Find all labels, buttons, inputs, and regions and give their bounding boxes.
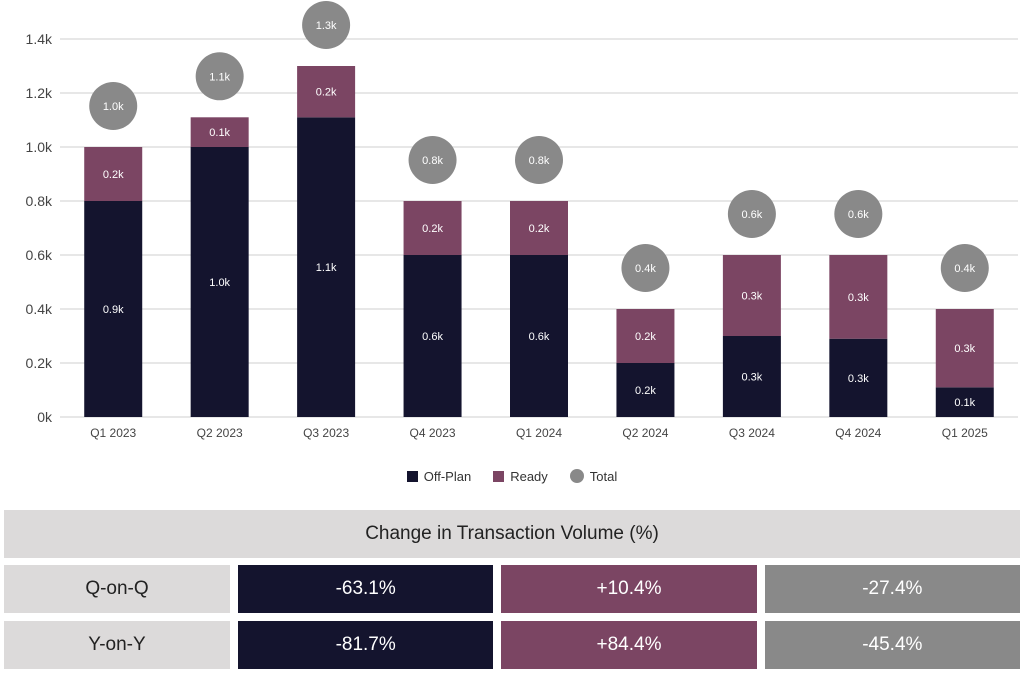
legend-label-off-plan: Off-Plan	[423, 468, 472, 484]
label-total: 0.8k	[529, 155, 550, 167]
label-ready: 0.2k	[316, 87, 337, 99]
table-row-y-on-y: Y-on-Y -81.7% +84.4% -45.4%	[4, 621, 1020, 669]
label-off-plan: 0.1k	[954, 397, 975, 409]
y-tick-label: 1.0k	[26, 139, 53, 155]
label-ready: 0.1k	[209, 127, 230, 139]
label-total: 0.4k	[635, 263, 656, 275]
bar-off-plan	[510, 255, 568, 417]
stacked-bar-chart: 0k 0.2k 0.4k 0.6k 0.8k 1.0k 1.2k 1.4k 0.9k 0.2k 1.…	[26, 1, 1018, 440]
total-bubble	[515, 136, 563, 184]
bar-ready	[190, 117, 249, 147]
y-tick-label: 0.2k	[26, 355, 53, 371]
legend-item-total: Total	[569, 468, 618, 484]
bar-ready	[510, 201, 568, 255]
x-tick-label: Q4 2024	[835, 426, 881, 440]
x-tick-label: Q4 2023	[410, 426, 456, 440]
cell-y-on-y-ready: +84.4%	[501, 621, 757, 669]
label-total: 1.0k	[103, 101, 124, 113]
legend-label-ready: Ready	[510, 468, 548, 484]
x-tick-label: Q3 2023	[303, 426, 349, 440]
label-ready: 0.2k	[422, 223, 443, 235]
bar-ready	[722, 255, 781, 336]
bar-off-plan	[616, 363, 675, 417]
bar-off-plan	[829, 338, 888, 417]
x-tick-label: Q2 2023	[197, 426, 243, 440]
bar-ready	[829, 255, 888, 339]
bar-ready	[403, 201, 462, 255]
legend-swatch-total	[569, 469, 584, 483]
cell-q-on-q-total: -27.4%	[764, 565, 1020, 613]
table-row-q-on-q: Q-on-Q -63.1% +10.4% -27.4%	[4, 565, 1020, 613]
total-bubble	[302, 1, 351, 49]
bar-off-plan	[84, 201, 143, 417]
x-tick-label: Q1 2025	[942, 426, 988, 440]
total-bubble	[89, 82, 138, 130]
y-tick-label: 0k	[37, 409, 53, 425]
label-off-plan: 0.3k	[741, 372, 762, 384]
row-label-q-on-q: Q-on-Q	[4, 565, 230, 613]
chart-legend: Off-Plan Ready Total	[0, 466, 1024, 486]
label-off-plan: 0.9k	[103, 304, 124, 316]
label-ready: 0.2k	[103, 169, 124, 181]
label-off-plan: 1.0k	[209, 277, 230, 289]
label-total: 1.3k	[316, 20, 337, 32]
label-off-plan: 0.2k	[635, 385, 656, 397]
bar-off-plan	[935, 387, 994, 417]
table-title-text: Change in Transaction Volume (%)	[365, 523, 659, 544]
cell-y-on-y-total: -45.4%	[764, 621, 1020, 669]
label-ready: 0.2k	[529, 223, 550, 235]
bar-ready	[616, 309, 675, 363]
bar-off-plan	[190, 147, 249, 417]
cell-q-on-q-ready: +10.4%	[501, 565, 757, 613]
bar-off-plan	[297, 117, 356, 418]
label-off-plan: 0.6k	[422, 331, 443, 343]
bar-ready	[297, 66, 356, 118]
total-bubble	[408, 136, 457, 184]
total-bubble	[621, 244, 670, 292]
legend-label-total: Total	[589, 468, 618, 484]
label-total: 0.6k	[848, 209, 869, 221]
y-tick-label: 0.6k	[26, 247, 53, 263]
label-off-plan: 0.3k	[848, 373, 869, 385]
legend-item-off-plan: Off-Plan	[406, 468, 472, 484]
x-tick-label: Q1 2023	[90, 426, 136, 440]
label-ready: 0.3k	[848, 292, 869, 304]
total-bubble	[195, 52, 244, 101]
bar-off-plan	[403, 255, 462, 417]
cell-q-on-q-off-plan: -63.1%	[238, 565, 494, 613]
label-ready: 0.2k	[635, 331, 656, 343]
label-off-plan: 1.1k	[316, 262, 337, 274]
y-tick-label: 0.4k	[26, 301, 53, 317]
table-title: Change in Transaction Volume (%)	[4, 510, 1020, 558]
total-bubble	[940, 244, 989, 292]
x-tick-label: Q3 2024	[729, 426, 775, 440]
x-tick-label: Q1 2024	[516, 426, 562, 440]
cell-y-on-y-off-plan: -81.7%	[238, 621, 494, 669]
label-total: 0.4k	[954, 263, 975, 275]
bar-off-plan	[722, 336, 781, 417]
label-total: 0.6k	[741, 209, 762, 221]
label-total: 1.1k	[209, 71, 230, 83]
legend-swatch-off-plan	[406, 470, 418, 482]
y-tick-label: 0.8k	[26, 193, 53, 209]
legend-swatch-ready	[493, 470, 505, 482]
label-ready: 0.3k	[741, 291, 762, 303]
row-label-y-on-y: Y-on-Y	[4, 621, 230, 669]
y-tick-label: 1.4k	[26, 31, 53, 47]
label-ready: 0.3k	[954, 343, 975, 355]
label-off-plan: 0.6k	[529, 331, 550, 343]
y-tick-label: 1.2k	[26, 85, 53, 101]
bar-ready	[84, 147, 143, 201]
x-tick-label: Q2 2024	[622, 426, 668, 440]
label-total: 0.8k	[422, 155, 443, 167]
legend-item-ready: Ready	[493, 469, 548, 484]
total-bubble	[727, 190, 776, 238]
bar-ready	[935, 309, 994, 388]
total-bubble	[834, 190, 883, 238]
